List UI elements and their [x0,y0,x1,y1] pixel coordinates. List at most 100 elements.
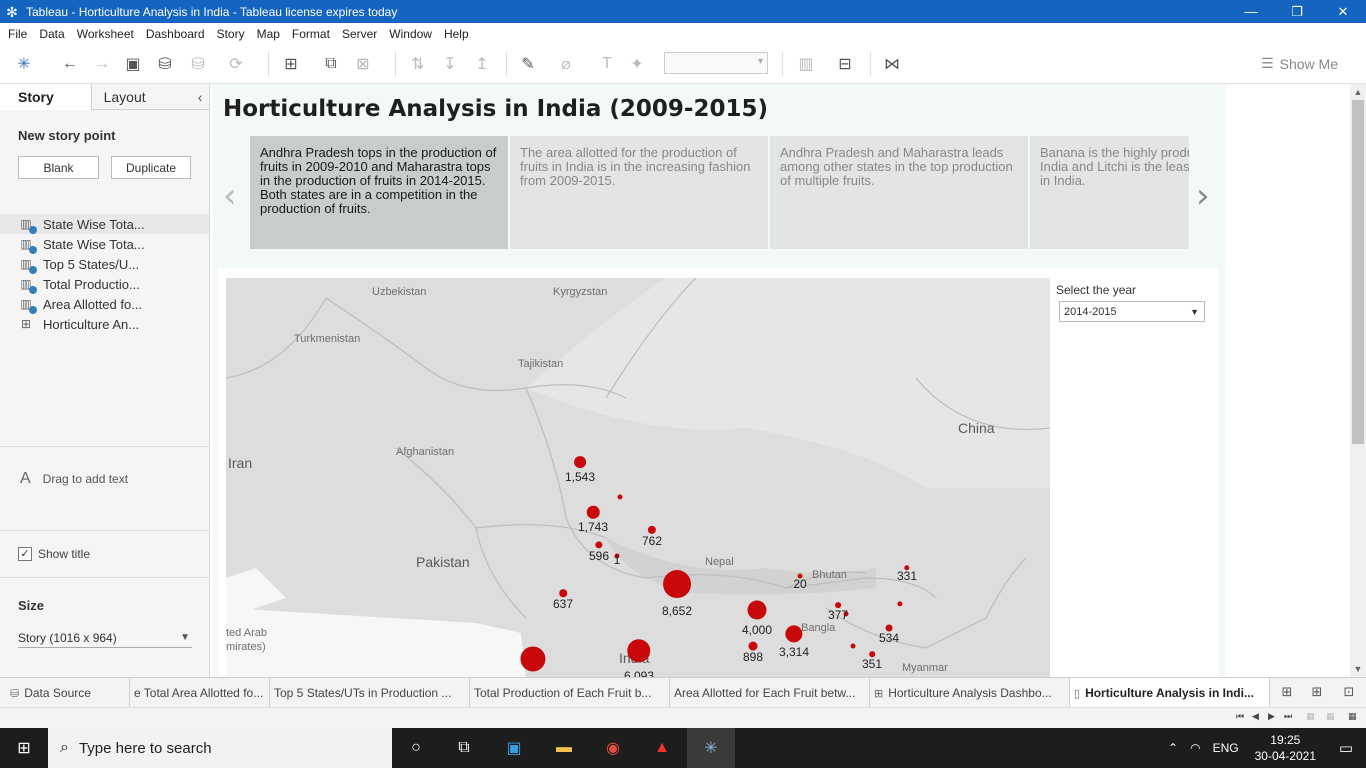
india-map[interactable]: Uzbekistan Kyrgyzstan Turkmenistan Tajik… [226,278,1050,677]
sheet-item[interactable]: ▥ Area Allotted fo... [0,294,209,314]
taskbar-search[interactable]: ⌕ Type here to search [48,728,392,768]
map-data-point[interactable] [520,646,546,672]
show-me-button[interactable]: ☰ Show Me [1261,55,1338,72]
close-button[interactable]: ✕ [1337,3,1349,19]
blank-button[interactable]: Blank [18,156,99,179]
sheet-tab[interactable]: Total Production of Each Fruit b... [470,678,670,708]
task-view-icon[interactable]: ⧉ [458,739,470,756]
map-data-point[interactable] [904,565,910,571]
map-data-point[interactable] [885,624,893,632]
map-data-point[interactable] [869,651,875,657]
new-worksheet-icon[interactable]: ⊞ [284,56,298,73]
undo-icon[interactable]: ← [62,55,78,72]
map-data-point[interactable] [595,541,603,549]
first-tab-icon[interactable]: ⏮ [1236,711,1245,721]
tab-layout[interactable]: Layout [103,89,146,105]
fix-axes-icon[interactable]: ✦ [630,56,644,73]
sort-descending-icon[interactable]: ↥ [475,56,489,73]
minimize-button[interactable]: — [1244,4,1258,19]
map-data-point[interactable] [617,494,623,500]
last-tab-icon[interactable]: ⏭ [1284,711,1293,721]
language-indicator[interactable]: ENG [1212,741,1239,755]
sheet-tab-active[interactable]: ▯ Horticulture Analysis in Indi... [1070,678,1270,708]
year-filter-dropdown[interactable]: 2014-2015 ▼ [1059,301,1205,322]
refresh-icon[interactable]: ⟳ [229,56,243,73]
swap-icon[interactable]: ⇅ [411,56,425,73]
tableau-home-icon[interactable]: ✳ [17,56,31,73]
scroll-down-icon[interactable]: ▼ [1353,664,1363,674]
sheet-item[interactable]: ⊞ Horticulture An... [0,314,209,334]
story-point[interactable]: Andhra Pradesh tops in the production of… [250,136,508,249]
map-data-point[interactable] [627,639,651,663]
wifi-icon[interactable]: ◠ [1190,741,1201,755]
next-point-icon[interactable]: › [1196,176,1210,216]
scroll-thumb[interactable] [1352,100,1364,444]
collapse-panel-icon[interactable]: ‹ [197,89,203,105]
presentation-mode-icon[interactable]: ⊟ [838,56,852,73]
tableau-taskbar-icon[interactable]: ✳ [687,728,735,768]
share-icon[interactable]: ⋈ [884,56,900,73]
story-point[interactable]: Banana is the highly produced fruit in I… [1030,136,1189,249]
sheet-item[interactable]: ▥ State Wise Tota... [0,234,209,254]
menu-worksheet[interactable]: Worksheet [76,26,134,41]
menu-data[interactable]: Data [39,26,65,41]
sheet-tab[interactable]: e Total Area Allotted fo... [130,678,270,708]
new-story-icon[interactable]: ⊡ [1343,684,1355,699]
fit-icon[interactable]: ▥ [798,56,814,73]
tabs-view-icon[interactable]: ▦ [1326,711,1335,721]
story-point[interactable]: Andhra Pradesh and Maharastra leads amon… [770,136,1028,249]
map-data-point[interactable] [850,643,856,649]
labels-icon[interactable]: T [602,55,612,72]
sheet-tab[interactable]: Area Allotted for Each Fruit betw... [670,678,870,708]
show-title-checkbox[interactable]: ✓ Show title [18,547,90,561]
map-data-point[interactable] [835,602,841,608]
map-data-point[interactable] [897,601,903,607]
film-strip-icon[interactable]: ▦ [1306,711,1315,721]
sheet-tab[interactable]: ⊞ Horticulture Analysis Dashbo... [870,678,1070,708]
duplicate-button[interactable]: Duplicate [111,156,191,179]
clock[interactable]: 19:25 30-04-2021 [1255,732,1316,764]
menu-map[interactable]: Map [256,26,280,41]
menu-help[interactable]: Help [443,26,469,41]
windows-start-icon[interactable]: ⊞ [17,740,31,757]
map-data-point[interactable] [843,611,849,617]
map-data-point[interactable] [647,525,657,535]
chrome-icon[interactable]: ◉ [606,740,620,757]
store-icon[interactable]: ▣ [506,740,522,757]
next-tab-icon[interactable]: ▶ [1268,711,1275,721]
cortana-icon[interactable]: ○ [411,739,421,756]
new-dashboard-icon[interactable]: ⊞ [1311,684,1323,699]
save-icon[interactable]: ▣ [125,56,141,73]
notification-icon[interactable]: ▭ [1338,740,1354,757]
map-data-point[interactable] [747,600,767,620]
redo-icon[interactable]: → [94,55,110,72]
sheet-item[interactable]: ▥ Top 5 States/U... [0,254,209,274]
menu-window[interactable]: Window [389,26,432,41]
map-data-point[interactable] [586,505,600,519]
size-dropdown[interactable]: Story (1016 x 964) ▼ [18,628,192,648]
group-icon[interactable]: ⌀ [561,56,571,73]
menu-dashboard[interactable]: Dashboard [145,26,205,41]
map-data-point[interactable] [785,625,803,643]
acrobat-icon[interactable]: ▲ [654,739,670,756]
map-data-point[interactable] [614,553,620,559]
map-data-point[interactable] [559,589,567,597]
map-data-point[interactable] [748,641,758,651]
menu-file[interactable]: File [8,26,28,41]
new-worksheet-icon[interactable]: ⊞ [1281,684,1293,699]
prev-tab-icon[interactable]: ◀ [1252,711,1259,721]
scroll-up-icon[interactable]: ▲ [1353,87,1363,97]
tray-expand-icon[interactable]: ⌃ [1168,741,1179,755]
clear-sheet-icon[interactable]: ⊠ [356,56,370,73]
menu-format[interactable]: Format [291,26,330,41]
previous-point-icon[interactable]: ‹ [223,176,237,216]
menu-server[interactable]: Server [341,26,378,41]
menu-story[interactable]: Story [216,26,245,41]
drag-to-add-text[interactable]: A Drag to add text [20,470,128,488]
pause-updates-icon[interactable]: ⛁ [191,56,205,73]
sheet-item[interactable]: ▥ Total Productio... [0,274,209,294]
file-explorer-icon[interactable]: ▬ [556,739,572,756]
story-point[interactable]: The area allotted for the production of … [510,136,768,249]
sheet-tab[interactable]: Top 5 States/UTs in Production ... [270,678,470,708]
highlight-icon[interactable]: ✎ [521,56,535,73]
